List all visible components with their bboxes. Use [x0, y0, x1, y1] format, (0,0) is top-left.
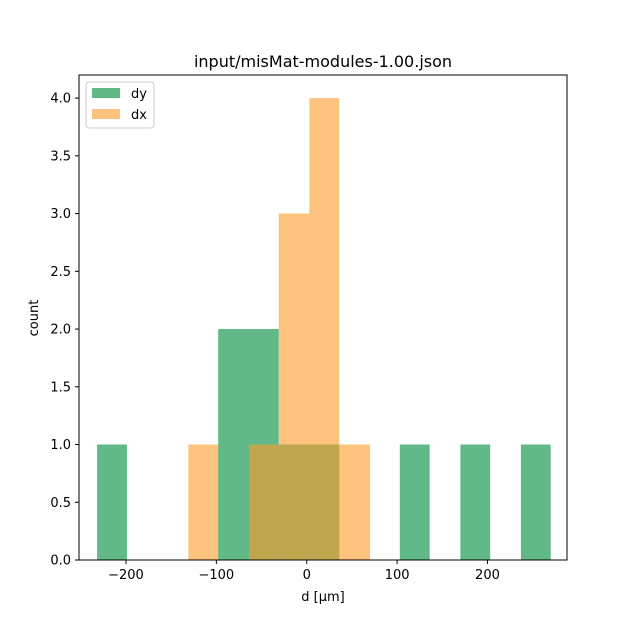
y-tick-label: 1.0: [50, 438, 71, 453]
y-tick-label: 3.0: [50, 207, 71, 222]
plot-frame: [78, 74, 568, 561]
x-tick-label: 200: [475, 568, 500, 583]
x-tick-label: −200: [108, 568, 144, 583]
x-axis-ticks: −200 −100 0 100 200: [108, 560, 500, 583]
legend-label-dy: dy: [131, 87, 147, 102]
bar-dy-10: [399, 444, 430, 560]
y-axis-label: count: [27, 300, 42, 337]
bar-dy-4: [218, 329, 248, 560]
legend: dy dx: [85, 81, 155, 129]
y-tick-label: 2.5: [50, 265, 71, 280]
bar-dy-12: [460, 444, 491, 560]
x-tick-label: −100: [199, 568, 235, 583]
bar-dx-0: [188, 444, 219, 560]
chart-title: input/misMat-modules-1.00.json: [194, 52, 452, 71]
bar-dy-0: [97, 444, 127, 560]
legend-swatch-dx: [92, 109, 120, 119]
bar-dx-5: [339, 444, 370, 560]
y-tick-label: 2.0: [50, 323, 71, 338]
bars-layer: [97, 98, 551, 561]
y-tick-label: 3.5: [50, 149, 71, 164]
bar-dx-3: [278, 213, 310, 561]
x-axis-label: d [µm]: [301, 590, 344, 605]
legend-label-dx: dx: [131, 108, 147, 123]
y-axis-ticks: 0.0 0.5 1.0 1.5 2.0 2.5 3.0 3.5 4.0: [50, 92, 79, 569]
x-tick-label: 0: [303, 568, 311, 583]
legend-swatch-dy: [92, 88, 120, 98]
bar-dy-14: [520, 444, 551, 560]
y-tick-label: 0.0: [50, 554, 71, 569]
bar-dx-4: [309, 98, 340, 560]
bar-dx-2: [248, 444, 279, 560]
y-tick-label: 4.0: [50, 92, 71, 107]
y-tick-label: 0.5: [50, 496, 71, 511]
y-tick-label: 1.5: [50, 380, 71, 395]
x-tick-label: 100: [385, 568, 410, 583]
